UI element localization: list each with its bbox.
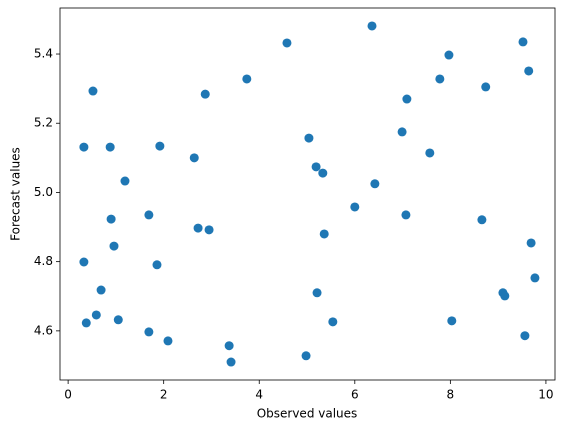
point xyxy=(79,142,89,152)
y-axis-label: Forecast values xyxy=(9,147,23,241)
point xyxy=(319,229,329,239)
point xyxy=(311,162,321,172)
point xyxy=(402,94,412,104)
y-tick-label: 5.4 xyxy=(34,47,53,61)
point xyxy=(106,214,116,224)
x-tick-label: 4 xyxy=(255,388,263,402)
point xyxy=(200,89,210,99)
point xyxy=(193,223,203,233)
point xyxy=(397,127,407,137)
point xyxy=(113,315,123,325)
point xyxy=(304,133,314,143)
point xyxy=(500,291,510,301)
y-tick-label: 5.2 xyxy=(34,116,53,130)
point xyxy=(224,341,234,351)
y-tick-label: 4.6 xyxy=(34,323,53,337)
x-tick-label: 6 xyxy=(351,388,359,402)
y-tick-label: 4.8 xyxy=(34,254,53,268)
x-tick-label: 2 xyxy=(160,388,168,402)
point xyxy=(226,357,236,367)
point xyxy=(530,273,540,283)
point xyxy=(518,37,528,47)
point xyxy=(155,141,165,151)
point xyxy=(79,257,89,267)
point xyxy=(318,168,328,178)
point xyxy=(242,74,252,84)
point xyxy=(282,38,292,48)
point xyxy=(152,260,162,270)
point xyxy=(401,210,411,220)
point xyxy=(520,331,530,341)
plot-frame xyxy=(59,7,556,381)
x-axis-label: Observed values xyxy=(257,407,358,421)
point xyxy=(189,153,199,163)
point xyxy=(328,317,338,327)
y-tick-label: 5.0 xyxy=(34,185,53,199)
point xyxy=(109,241,119,251)
point xyxy=(105,142,115,152)
point xyxy=(91,310,101,320)
point xyxy=(144,210,154,220)
point xyxy=(350,202,360,212)
point xyxy=(144,327,154,337)
point xyxy=(526,238,536,248)
x-tick-label: 10 xyxy=(538,388,553,402)
point xyxy=(444,50,454,60)
point xyxy=(96,285,106,295)
point xyxy=(81,318,91,328)
point xyxy=(88,86,98,96)
x-tick-label: 0 xyxy=(64,388,72,402)
point xyxy=(204,225,214,235)
point xyxy=(435,74,445,84)
point xyxy=(447,316,457,326)
point xyxy=(524,66,534,76)
point xyxy=(163,336,173,346)
point xyxy=(425,148,435,158)
point xyxy=(301,351,311,361)
point xyxy=(481,82,491,92)
point xyxy=(477,215,487,225)
x-tick-label: 8 xyxy=(447,388,455,402)
point xyxy=(312,288,322,298)
point xyxy=(120,176,130,186)
point xyxy=(370,179,380,189)
point xyxy=(367,21,377,31)
